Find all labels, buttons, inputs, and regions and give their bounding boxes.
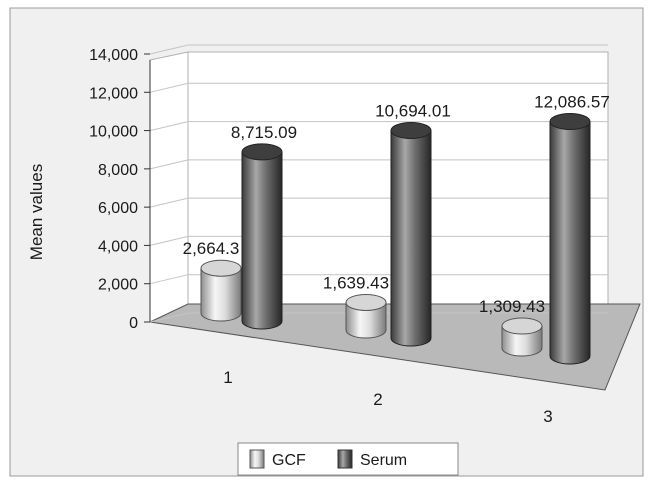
gridline [149, 235, 608, 246]
serum-cylinder [549, 113, 591, 365]
serum-cylinder-top [549, 113, 591, 131]
gridline [149, 197, 608, 208]
y-tick-label: 0 [129, 315, 138, 332]
gridline [149, 44, 608, 55]
gridline [149, 274, 608, 285]
gcf-cylinder-body [200, 267, 242, 322]
data-label: 8,715.09 [231, 123, 297, 142]
y-axis-label: Mean values [27, 164, 46, 260]
legend-swatch-serum [337, 449, 353, 469]
legend-label-gcf: GCF [272, 452, 306, 469]
serum-cylinder-top [241, 143, 283, 161]
gcf-cylinder-top [345, 293, 387, 311]
serum-cylinder [241, 143, 283, 330]
y-axis-ticks: 0 2,000 4,000 6,000 8,000 10,000 12,000 14,000 [89, 47, 150, 332]
y-tick-label: 10,000 [89, 124, 138, 141]
data-labels: 8,715.09 2,664.3 10,694.01 1,639.43 12,086.5… [183, 93, 610, 316]
serum-cylinder [390, 122, 432, 347]
gcf-cylinder-top [501, 317, 543, 335]
side-wall [149, 51, 189, 323]
data-label: 10,694.01 [375, 102, 451, 121]
legend: GCF Serum [237, 442, 459, 476]
bar-series [200, 113, 591, 365]
x-category-label: 2 [373, 390, 382, 409]
gridline [149, 159, 608, 170]
x-axis-categories: 1 2 3 [223, 368, 552, 426]
legend-label-serum: Serum [360, 452, 407, 469]
serum-cylinder-top [390, 122, 432, 140]
data-label: 2,664.3 [183, 239, 240, 258]
y-tick-label: 4,000 [98, 238, 138, 255]
gridline [149, 121, 608, 132]
x-category-label: 1 [223, 368, 232, 387]
data-label: 1,639.43 [323, 273, 389, 292]
y-tick-label: 6,000 [98, 200, 138, 217]
y-tick-label: 8,000 [98, 162, 138, 179]
serum-cylinder-body [549, 121, 591, 365]
y-tick-label: 14,000 [89, 47, 138, 64]
y-tick-label: 2,000 [98, 277, 138, 294]
serum-cylinder-body [241, 151, 283, 330]
gcf-cylinder [345, 293, 387, 339]
gridline [149, 312, 608, 323]
gcf-cylinder [200, 259, 242, 322]
legend-swatch-gcf [249, 449, 265, 469]
serum-cylinder-body [390, 130, 432, 347]
x-category-label: 3 [543, 407, 552, 426]
gcf-cylinder-body [345, 301, 387, 339]
gridlines [149, 44, 608, 323]
y-tick-label: 12,000 [89, 85, 138, 102]
gcf-cylinder [501, 317, 543, 357]
gcf-cylinder-body [501, 325, 543, 357]
gridline [149, 82, 608, 93]
data-label: 12,086.57 [534, 93, 610, 112]
data-label: 1,309.43 [479, 297, 545, 316]
gcf-cylinder-top [200, 259, 242, 277]
